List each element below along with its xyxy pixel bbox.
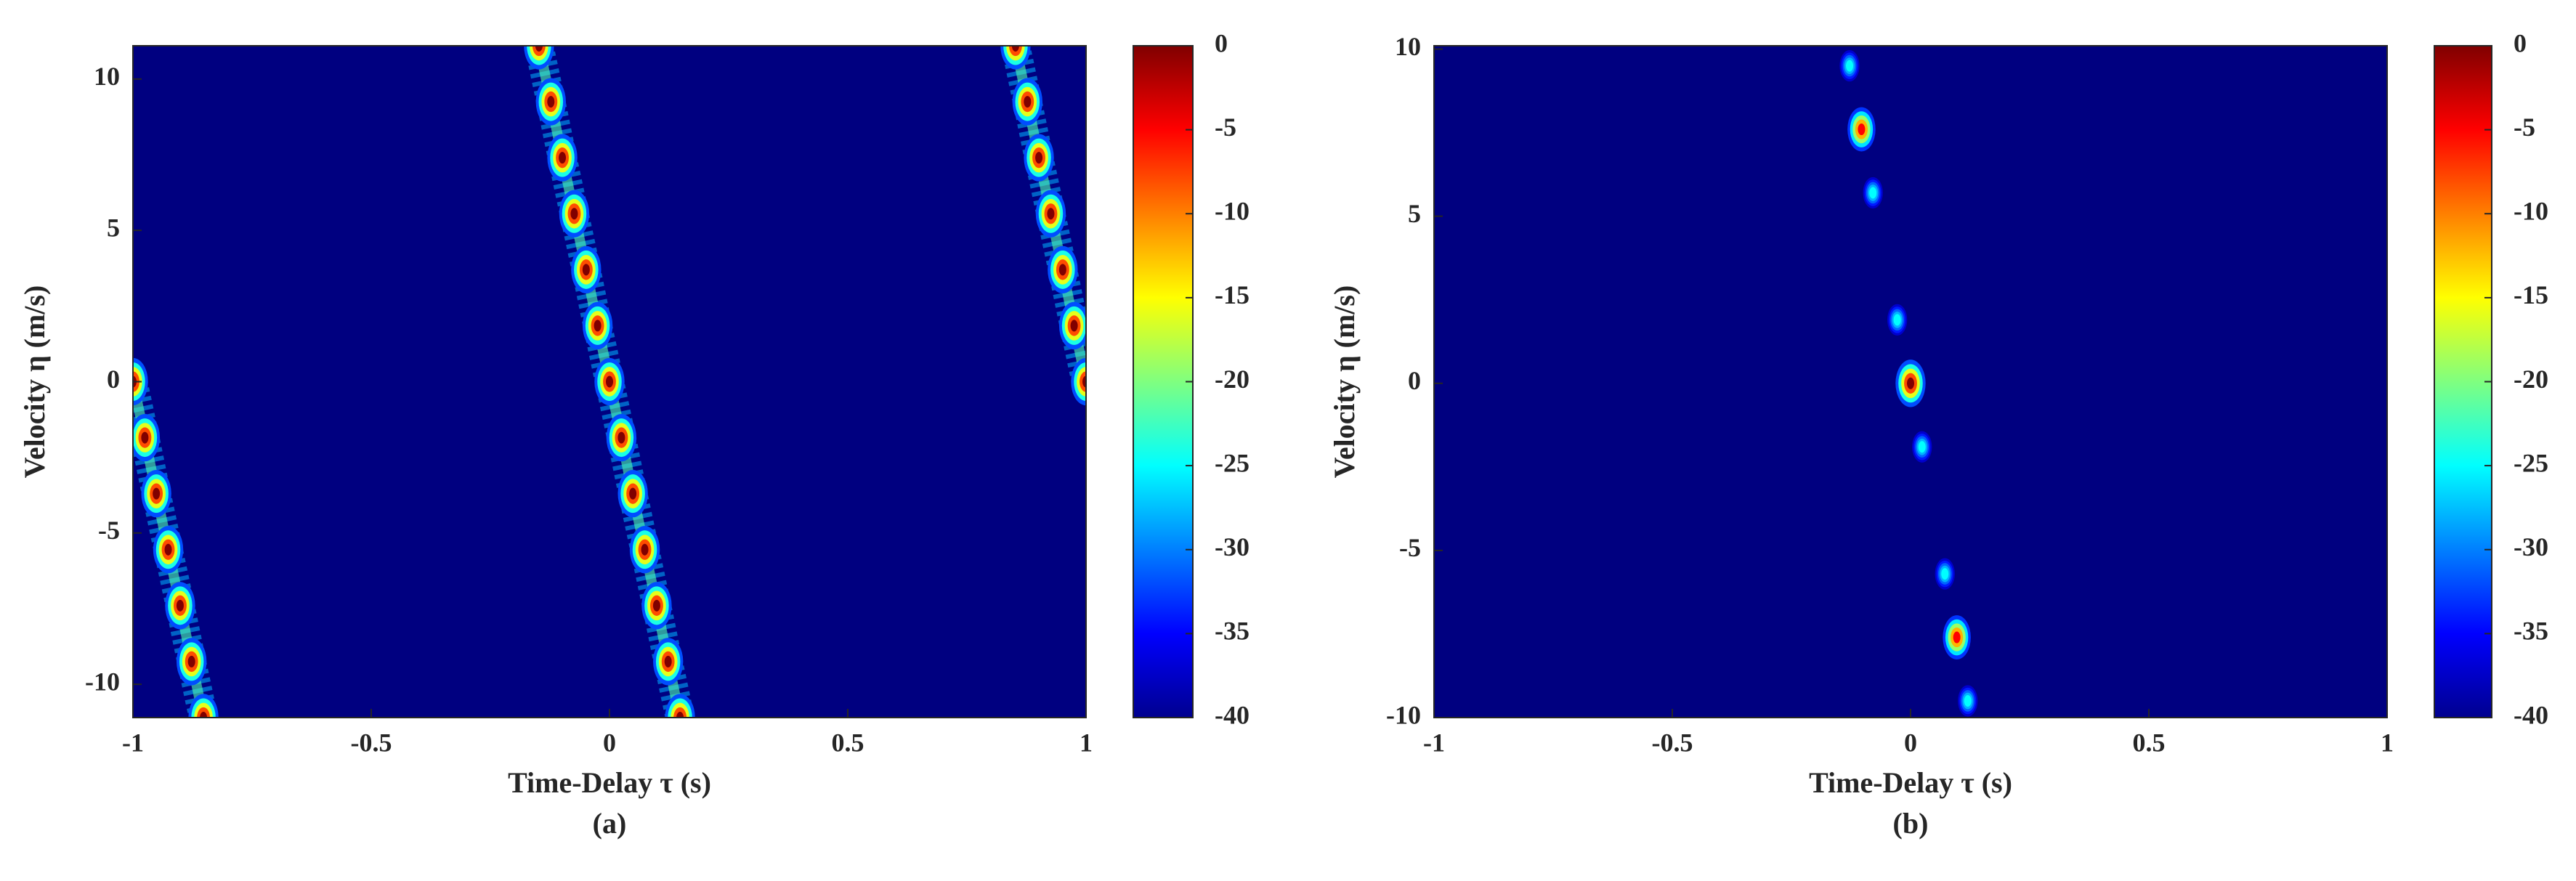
- peak: [141, 431, 149, 444]
- y-tick-label: 5: [1408, 199, 1421, 228]
- x-tick-label: 1: [1080, 728, 1093, 757]
- x-tick-label: -1: [1423, 728, 1445, 757]
- x-tick-label: 0: [1904, 728, 1917, 757]
- peak: [594, 320, 602, 332]
- peak: [200, 712, 208, 718]
- caption: (a): [593, 807, 627, 840]
- colorbar-tick-label: -30: [1215, 532, 1249, 561]
- peak: [1024, 96, 1032, 108]
- peak: [570, 208, 578, 220]
- colorbar: [2434, 45, 2492, 718]
- colorbar-tick-label: -25: [2514, 448, 2548, 477]
- plot-area: [133, 46, 1086, 718]
- colorbar-tick-label: -20: [1215, 365, 1249, 394]
- x-axis-label: Time-Delay τ (s): [508, 766, 711, 799]
- y-tick-label: -5: [98, 516, 120, 545]
- peak: [164, 543, 172, 556]
- peak: [652, 599, 660, 612]
- x-tick-label: -0.5: [1652, 728, 1693, 757]
- peak: [1941, 568, 1949, 580]
- y-tick-label: -10: [1386, 700, 1421, 729]
- peak: [1907, 377, 1914, 389]
- peak: [1953, 631, 1961, 644]
- plot-area: [1839, 49, 1978, 717]
- y-tick-label: 0: [1408, 366, 1421, 395]
- peak: [582, 264, 590, 276]
- colorbar-tick-label: -35: [1215, 617, 1249, 646]
- peak: [559, 152, 567, 164]
- y-tick-label: 10: [94, 62, 120, 91]
- y-axis-label: Velocity η (m/s): [1328, 285, 1361, 479]
- x-tick-label: -1: [122, 728, 144, 757]
- peak: [676, 712, 684, 718]
- peak: [606, 375, 613, 388]
- peak: [664, 655, 672, 667]
- colorbar-tick-label: -20: [2514, 365, 2548, 394]
- colorbar-tick-label: -5: [2514, 113, 2535, 142]
- peak: [1869, 187, 1877, 199]
- colorbar-tick-label: -15: [2514, 280, 2548, 309]
- colorbar-tick-label: 0: [1215, 28, 1228, 57]
- y-tick-label: -10: [85, 667, 120, 696]
- colorbar-tick-label: -5: [1215, 113, 1236, 142]
- colorbar-tick-label: -10: [1215, 197, 1249, 226]
- colorbar-tick-label: -35: [2514, 617, 2548, 646]
- x-tick-label: 0.5: [832, 728, 864, 757]
- x-tick-label: 0: [603, 728, 616, 757]
- peak: [1858, 123, 1866, 136]
- peak: [1070, 320, 1078, 332]
- peak: [629, 487, 637, 500]
- colorbar-tick-label: -25: [1215, 448, 1249, 477]
- peak: [153, 487, 161, 500]
- y-tick-label: 5: [107, 213, 120, 242]
- colorbar-tick-label: -30: [2514, 532, 2548, 561]
- peak: [1082, 375, 1086, 388]
- peak: [1058, 264, 1066, 276]
- peak: [1035, 152, 1043, 164]
- x-tick-label: 1: [2381, 728, 2394, 757]
- peak: [617, 431, 625, 444]
- peak: [547, 96, 555, 108]
- peak: [176, 599, 184, 612]
- peak: [187, 655, 195, 667]
- x-tick-label: 0.5: [2133, 728, 2166, 757]
- colorbar-tick-label: -40: [1215, 700, 1249, 729]
- y-tick-label: 10: [1395, 32, 1421, 61]
- peak: [1893, 314, 1901, 326]
- y-tick-label: -5: [1399, 533, 1421, 562]
- caption: (b): [1893, 807, 1929, 840]
- peak: [1047, 208, 1055, 220]
- x-tick-label: -0.5: [351, 728, 392, 757]
- colorbar-tick-label: 0: [2514, 28, 2527, 57]
- peak: [1011, 46, 1019, 52]
- peak: [1846, 60, 1854, 72]
- peak: [535, 46, 543, 52]
- colorbar-tick-label: -10: [2514, 197, 2548, 226]
- colorbar-tick-label: -15: [1215, 280, 1249, 309]
- colorbar-tick-label: -40: [2514, 700, 2548, 729]
- y-axis-label: Velocity η (m/s): [18, 285, 51, 479]
- peak: [641, 543, 649, 556]
- y-tick-label: 0: [107, 365, 120, 394]
- x-axis-label: Time-Delay τ (s): [1809, 766, 2012, 799]
- colorbar: [1133, 45, 1194, 718]
- peak: [1918, 441, 1926, 453]
- peak: [1964, 694, 1972, 707]
